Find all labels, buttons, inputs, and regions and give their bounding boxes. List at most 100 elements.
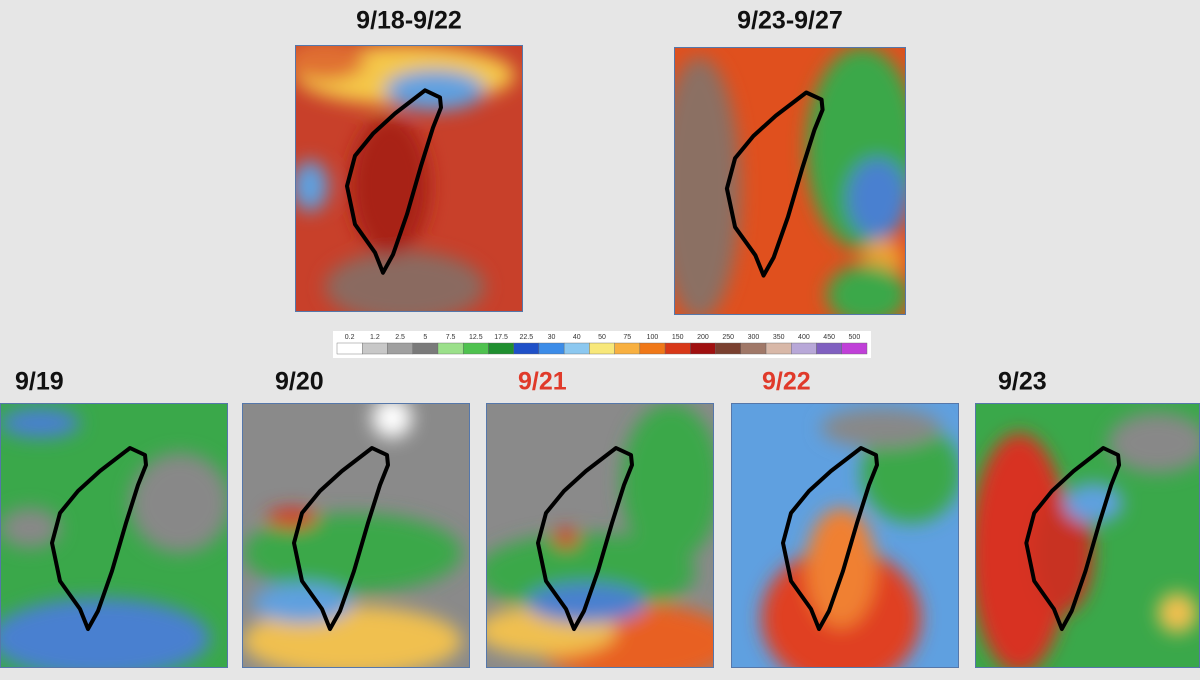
colorbar-tick-label: 30 — [548, 334, 556, 341]
rain-area — [861, 423, 959, 523]
colorbar-tick-label: 350 — [773, 334, 785, 341]
colorbar-swatch — [791, 342, 817, 355]
panel-label: 9/19 — [15, 368, 64, 396]
rain-area — [975, 433, 1069, 668]
panel-label: 9/21 — [518, 368, 567, 396]
map-panel — [242, 403, 470, 668]
colorbar-tick-label: 50 — [598, 334, 606, 341]
map-panel — [975, 403, 1200, 668]
colorbar-swatch — [462, 342, 489, 355]
map-panel — [731, 403, 959, 668]
colorbar-tick-label: 5 — [423, 334, 427, 341]
colorbar-tick-label: 100 — [647, 334, 659, 341]
rain-area — [674, 57, 741, 315]
map-border — [295, 45, 523, 312]
rain-area — [372, 403, 412, 438]
colorbar-swatch — [362, 342, 388, 355]
colorbar-swatch — [589, 342, 615, 355]
rain-area — [1108, 413, 1200, 473]
map-border — [242, 403, 470, 668]
colorbar-tick-label: 0.2 — [345, 334, 355, 341]
rain-area — [0, 598, 210, 668]
colorbar-swatch — [336, 342, 363, 355]
colorbar-tick-label: 22.5 — [519, 334, 533, 341]
colorbar-tick-label: 17.5 — [494, 334, 508, 341]
colorbar-tick-label: 2.5 — [395, 334, 405, 341]
rain-area — [1034, 493, 1094, 613]
colorbar-tick-label: 200 — [697, 334, 709, 341]
map-border — [674, 47, 906, 315]
colorbar-swatch — [387, 342, 413, 355]
colorbar-tick-label: 400 — [798, 334, 810, 341]
map-border — [0, 403, 228, 668]
colorbar-tick-label: 1.2 — [370, 334, 380, 341]
colorbar-tick-label: 7.5 — [446, 334, 456, 341]
colorbar-swatch — [614, 342, 641, 355]
map-panel — [486, 403, 714, 668]
rain-area — [1063, 483, 1124, 523]
rain-area — [846, 158, 906, 240]
colorbar-tick-label: 40 — [573, 334, 581, 341]
rain-area — [385, 70, 485, 111]
colorbar-tick-label: 150 — [672, 334, 684, 341]
colorbar-swatch — [513, 342, 540, 355]
panel-label: 9/22 — [762, 368, 811, 396]
panel-label: 9/23 — [998, 368, 1047, 396]
colorbar-swatch — [538, 342, 565, 355]
colorbar-swatch — [715, 342, 742, 355]
map-panel — [0, 403, 228, 668]
rain-area — [621, 403, 714, 563]
taiwan-outline — [292, 446, 390, 631]
rain-area — [252, 583, 352, 623]
taiwan-outline — [536, 446, 634, 631]
rain-field — [674, 47, 906, 315]
map-border — [731, 403, 959, 668]
rain-area — [826, 264, 906, 315]
colorbar-tick-label: 300 — [748, 334, 760, 341]
colorbar-swatch — [841, 342, 868, 355]
rain-field — [0, 408, 228, 668]
rain-area — [130, 453, 228, 553]
colorbar-swatch — [437, 342, 464, 355]
map-panel — [674, 47, 906, 315]
rain-field — [295, 45, 515, 312]
rain-area — [821, 408, 941, 448]
rain-area — [0, 508, 60, 548]
rain-area — [806, 508, 876, 628]
rain-area — [325, 251, 485, 312]
rain-area — [267, 508, 317, 528]
colorbar-tick-label: 450 — [823, 334, 835, 341]
colorbar-tick-label: 12.5 — [469, 334, 483, 341]
taiwan-outline — [345, 88, 443, 275]
rain-area — [350, 115, 430, 257]
taiwan-outline — [1024, 446, 1122, 631]
colorbar-swatch — [488, 342, 514, 355]
colorbar-swatch — [664, 342, 691, 355]
rain-area — [295, 45, 365, 81]
rain-field — [761, 408, 959, 668]
panel-label: 9/18-9/22 — [356, 7, 462, 35]
taiwan-outline — [724, 90, 825, 278]
rain-area — [1157, 593, 1198, 633]
taiwan-outline — [50, 446, 148, 631]
rain-field — [975, 413, 1200, 668]
taiwan-outline — [781, 446, 879, 631]
colorbar-swatch — [412, 342, 439, 355]
rain-area — [554, 528, 578, 548]
rain-area — [295, 160, 328, 212]
colorbar-swatch — [765, 342, 792, 355]
panel-label: 9/20 — [275, 368, 324, 396]
colorbar-swatch — [639, 342, 666, 355]
colorbar-tick-label: 250 — [722, 334, 734, 341]
map-panel — [295, 45, 523, 312]
colorbar-swatch — [816, 342, 842, 355]
map-border — [486, 403, 714, 668]
colorbar-swatch — [690, 342, 716, 355]
colorbar-swatch — [740, 342, 767, 355]
colorbar-swatch — [563, 342, 590, 355]
panel-label: 9/23-9/27 — [737, 7, 843, 35]
colorbar-tick-label: 500 — [849, 334, 861, 341]
colorbar-tick-label: 75 — [623, 334, 631, 341]
rain-area — [0, 408, 80, 438]
